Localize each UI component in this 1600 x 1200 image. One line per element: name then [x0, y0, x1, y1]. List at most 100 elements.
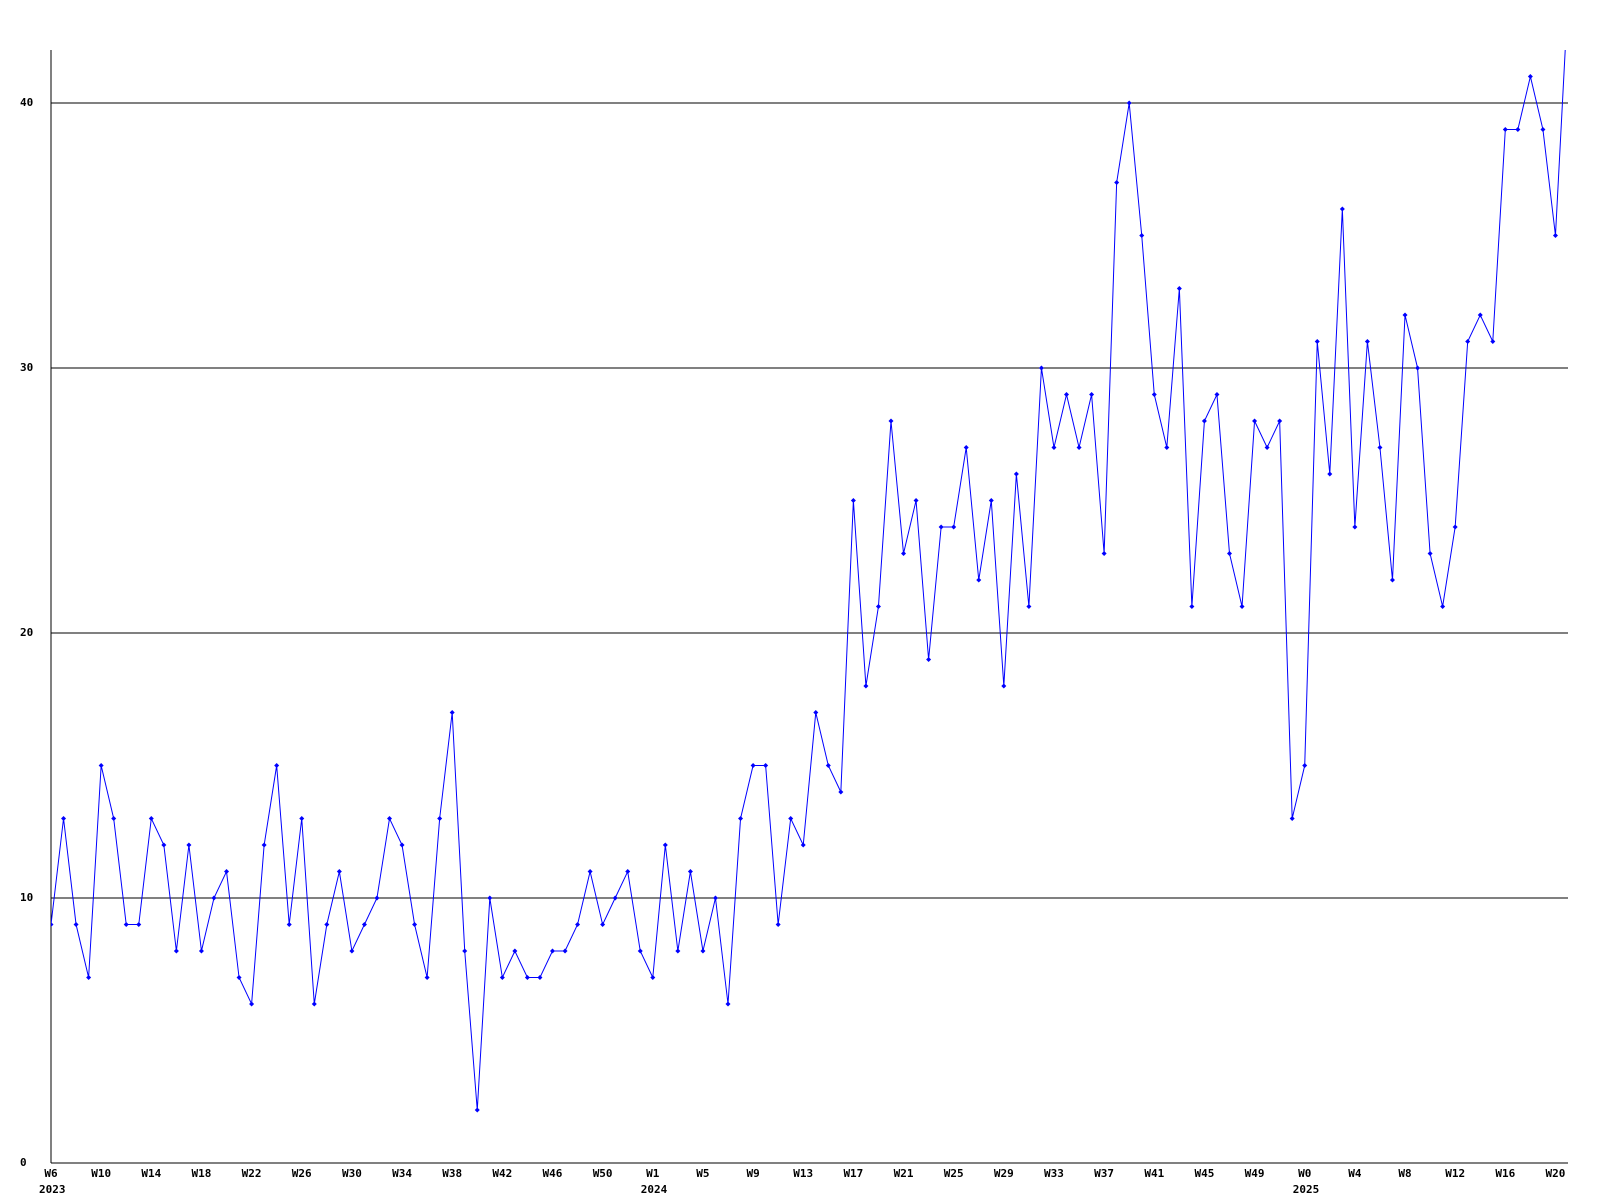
data-point — [1126, 100, 1132, 106]
x-tick-label: W1 — [646, 1167, 660, 1180]
data-point — [1289, 816, 1295, 821]
data-point — [1364, 339, 1370, 344]
x-tick-label: W20 — [1546, 1167, 1566, 1180]
data-point — [111, 816, 117, 821]
data-point — [198, 948, 204, 954]
data-point — [1477, 312, 1483, 318]
data-point — [1013, 471, 1019, 477]
data-point — [612, 895, 618, 901]
data-point — [86, 975, 92, 980]
data-point — [211, 895, 217, 901]
x-tick-label: W26 — [292, 1167, 312, 1180]
x-tick-label: W49 — [1245, 1167, 1265, 1180]
data-point — [1101, 551, 1107, 556]
data-point — [1239, 604, 1245, 609]
data-point — [587, 869, 593, 874]
data-point — [1552, 233, 1558, 238]
data-point — [1076, 445, 1082, 450]
data-point — [299, 816, 305, 821]
data-point — [449, 710, 455, 715]
data-point — [1339, 206, 1345, 212]
x-tick-label: W9 — [746, 1167, 759, 1180]
x-tick-label: W12 — [1445, 1167, 1465, 1180]
x-group-label: 2025 — [1293, 1183, 1320, 1196]
data-point — [98, 763, 104, 768]
data-point — [136, 922, 142, 927]
data-point — [1440, 604, 1446, 609]
data-point — [1389, 577, 1395, 583]
x-tick-label: W21 — [894, 1167, 914, 1180]
data-point — [863, 683, 869, 689]
data-point — [186, 842, 192, 848]
data-point — [311, 1001, 317, 1007]
x-tick-label: W17 — [843, 1167, 863, 1180]
data-point — [1314, 339, 1320, 344]
data-point — [374, 895, 380, 901]
y-tick-label: 10 — [20, 891, 33, 904]
x-tick-label: W50 — [593, 1167, 613, 1180]
data-point — [361, 922, 367, 927]
data-point — [1490, 339, 1496, 344]
data-point — [562, 948, 568, 954]
data-line — [51, 50, 1566, 1111]
data-point — [712, 895, 718, 901]
data-point — [662, 842, 668, 848]
data-point — [224, 869, 230, 874]
data-point — [1277, 418, 1283, 424]
data-point — [61, 816, 67, 821]
data-point — [625, 869, 631, 874]
data-point — [1264, 445, 1270, 450]
y-tick-label: 40 — [20, 96, 33, 109]
data-point — [286, 922, 292, 927]
data-point — [161, 842, 167, 848]
data-point — [838, 789, 844, 795]
x-group-label: 2024 — [641, 1183, 668, 1196]
x-tick-label: W34 — [392, 1167, 412, 1180]
data-point — [775, 922, 781, 927]
data-point — [123, 922, 129, 927]
x-tick-label: W33 — [1044, 1167, 1064, 1180]
x-tick-label: W25 — [944, 1167, 964, 1180]
data-point — [274, 763, 280, 768]
data-point — [750, 763, 756, 768]
x-tick-label: W14 — [141, 1167, 161, 1180]
data-point — [1226, 551, 1232, 556]
data-point — [524, 975, 530, 980]
data-point — [1302, 763, 1308, 768]
data-point — [1515, 127, 1521, 132]
data-point — [462, 948, 468, 954]
data-point — [951, 524, 957, 530]
data-point — [1527, 74, 1533, 79]
x-tick-label: W30 — [342, 1167, 362, 1180]
data-point — [499, 975, 505, 980]
data-point — [575, 922, 581, 927]
x-group-label: 2023 — [39, 1183, 66, 1196]
data-point — [249, 1001, 255, 1007]
data-point — [687, 869, 693, 874]
data-point — [412, 922, 418, 927]
data-point — [650, 975, 656, 980]
data-point — [424, 975, 430, 980]
data-point — [1114, 180, 1120, 185]
data-point — [1352, 524, 1358, 530]
data-point — [1026, 604, 1032, 609]
x-tick-label: W22 — [242, 1167, 262, 1180]
data-point — [938, 524, 944, 530]
data-point — [600, 922, 606, 927]
data-point — [173, 948, 179, 954]
data-point — [637, 948, 643, 954]
data-point — [763, 763, 769, 768]
data-point — [1064, 392, 1070, 397]
data-point — [1327, 471, 1333, 477]
data-point — [1151, 392, 1157, 397]
data-point — [988, 498, 994, 503]
y-tick-label: 0 — [20, 1156, 27, 1169]
data-point — [738, 816, 744, 821]
data-point — [1176, 286, 1182, 291]
data-point — [399, 842, 405, 848]
data-point — [51, 922, 54, 927]
data-point — [700, 948, 706, 954]
data-point — [1089, 392, 1095, 397]
plot-area — [51, 50, 1566, 1113]
